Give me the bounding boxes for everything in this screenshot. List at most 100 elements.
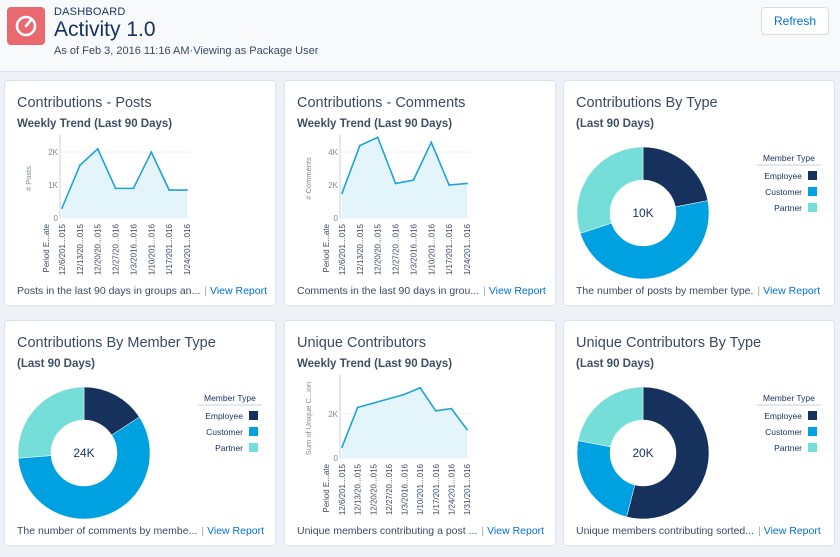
data-point: [114, 187, 117, 190]
data-point: [168, 189, 171, 191]
card-title: Unique Contributors: [297, 335, 426, 351]
donut-slice-partner: [17, 386, 85, 459]
view-report-link[interactable]: View Report: [763, 285, 821, 297]
legend-label: Employee: [764, 411, 802, 421]
data-point: [403, 393, 406, 396]
legend-title: Member Type: [763, 153, 815, 163]
y-tick-label: 1K: [48, 181, 58, 190]
view-report-link[interactable]: View Report: [763, 525, 821, 537]
data-point: [387, 397, 390, 400]
x-tick-label: 12/27/20...016: [112, 223, 121, 275]
card-description: The number of posts by member type.: [576, 285, 754, 297]
x-tick-label: 12/6/201...015: [338, 463, 347, 515]
x-tick-label: 1/17/201...016: [445, 223, 454, 275]
x-tick-label: 12/13/20...015: [356, 223, 365, 275]
legend-label: Customer: [765, 427, 802, 437]
y-tick-label: 2K: [48, 148, 58, 157]
card-unique-contributors-by-type: Unique Contributors By Type (Last 90 Day…: [563, 320, 835, 546]
legend-label: Customer: [206, 427, 243, 437]
footer-separator: |: [204, 285, 208, 297]
x-tick-label: 12/13/20...015: [354, 463, 363, 515]
donut-center-label: 24K: [73, 446, 94, 460]
card-description: Unique members contributing sorted...: [576, 525, 755, 537]
view-report-link[interactable]: View Report: [207, 525, 265, 537]
x-tick-label: 1/10/201...016: [147, 223, 156, 275]
card-description: Comments in the last 90 days in grou...: [297, 285, 480, 297]
x-tick-label: 1/3/2016...016: [129, 223, 138, 275]
legend-label: Employee: [764, 171, 802, 181]
y-tick-label: 0: [54, 214, 59, 223]
trend-area: [342, 387, 467, 458]
card-title: Unique Contributors By Type: [576, 335, 762, 351]
data-point: [96, 147, 99, 150]
card-description: Unique members contributing a post ...: [297, 525, 478, 537]
y-tick-label: 4K: [328, 148, 338, 157]
footer-separator: |: [757, 285, 761, 297]
data-point: [419, 386, 422, 389]
view-report-link[interactable]: View Report: [210, 285, 268, 297]
x-tick-label: 12/27/20...016: [385, 463, 394, 515]
contributions-by-member-type-donut: 24K Member Type Employee Customer Partner: [17, 386, 262, 520]
x-tick-label: 1/3/2016...016: [409, 223, 418, 275]
data-point: [466, 428, 468, 431]
footer-separator: |: [481, 525, 485, 537]
donut-slice-employee: [642, 146, 709, 208]
contributions-by-type-donut: 10K Member Type Employee Customer Partner: [576, 146, 821, 280]
card-footer: Unique members contributing sorted... | …: [576, 525, 832, 537]
header-label: DASHBOARD: [54, 6, 126, 18]
footer-separator: |: [483, 285, 486, 297]
y-axis-label: Sum of Unique C...ion: [304, 382, 313, 455]
donut-slice-partner: [576, 146, 644, 234]
card-description: The number of comments by membe...: [17, 525, 198, 537]
y-tick-label: 2K: [328, 181, 338, 190]
x-tick-label: 1/24/201...016: [447, 463, 456, 515]
card-title: Contributions - Comments: [297, 95, 466, 111]
donut-center-label: 10K: [632, 206, 653, 220]
donut-slice-employee: [626, 386, 710, 520]
data-point: [78, 164, 81, 167]
footer-separator: |: [201, 525, 205, 537]
card-subtitle: (Last 90 Days): [576, 358, 654, 370]
legend-title: Member Type: [204, 393, 256, 403]
legend-swatch: [249, 427, 258, 436]
posts-trend-chart: 2K 1K 0 # Posts Period E...ate 12/6/201...015…: [24, 135, 192, 275]
x-tick-label: 12/27/20...016: [392, 223, 401, 275]
donut-slice-customer: [579, 200, 710, 280]
unique-contributors-by-type-donut: 20K Member Type Employee Customer Partner: [576, 386, 821, 520]
refresh-button[interactable]: Refresh: [761, 7, 829, 35]
x-axis-label: Period E...ate: [322, 223, 331, 272]
x-tick-label: 12/6/201...015: [58, 223, 67, 275]
view-report-link[interactable]: View Report: [488, 285, 546, 297]
card-subtitle: (Last 90 Days): [17, 358, 95, 370]
y-axis-label: # Posts: [24, 166, 33, 191]
donut-center-label: 20K: [632, 446, 653, 460]
y-tick-label: 0: [334, 454, 339, 463]
legend-label: Employee: [205, 411, 243, 421]
page-title: Activity 1.0: [54, 18, 156, 41]
x-tick-label: 1/24/201...016: [183, 223, 192, 275]
card-subtitle: (Last 90 Days): [576, 118, 654, 130]
legend-label: Partner: [774, 203, 802, 213]
card-footer: Posts in the last 90 days in groups an..…: [17, 285, 273, 297]
data-point: [394, 182, 397, 185]
x-tick-label: 1/10/201...016: [427, 223, 436, 275]
data-point: [341, 446, 343, 448]
card-subtitle: Weekly Trend (Last 90 Days): [297, 118, 453, 130]
data-point: [61, 207, 63, 210]
data-point: [150, 151, 153, 154]
card-title: Contributions By Member Type: [17, 335, 216, 351]
card-footer: The number of comments by membe... | Vie…: [17, 525, 273, 537]
donut-slice-partner: [577, 386, 644, 448]
x-tick-label: 12/20/20...015: [374, 223, 383, 275]
data-point: [186, 189, 188, 191]
legend-swatch: [249, 411, 258, 420]
data-point: [430, 141, 433, 144]
legend-swatch: [808, 443, 817, 452]
legend-swatch: [808, 427, 817, 436]
view-report-link[interactable]: View Report: [487, 525, 545, 537]
x-tick-label: 1/17/201...016: [432, 463, 441, 515]
legend-title: Member Type: [763, 393, 815, 403]
card-subtitle: Weekly Trend (Last 90 Days): [17, 118, 173, 130]
x-tick-label: 12/20/20...015: [94, 223, 103, 275]
card-title: Contributions By Type: [576, 95, 718, 111]
